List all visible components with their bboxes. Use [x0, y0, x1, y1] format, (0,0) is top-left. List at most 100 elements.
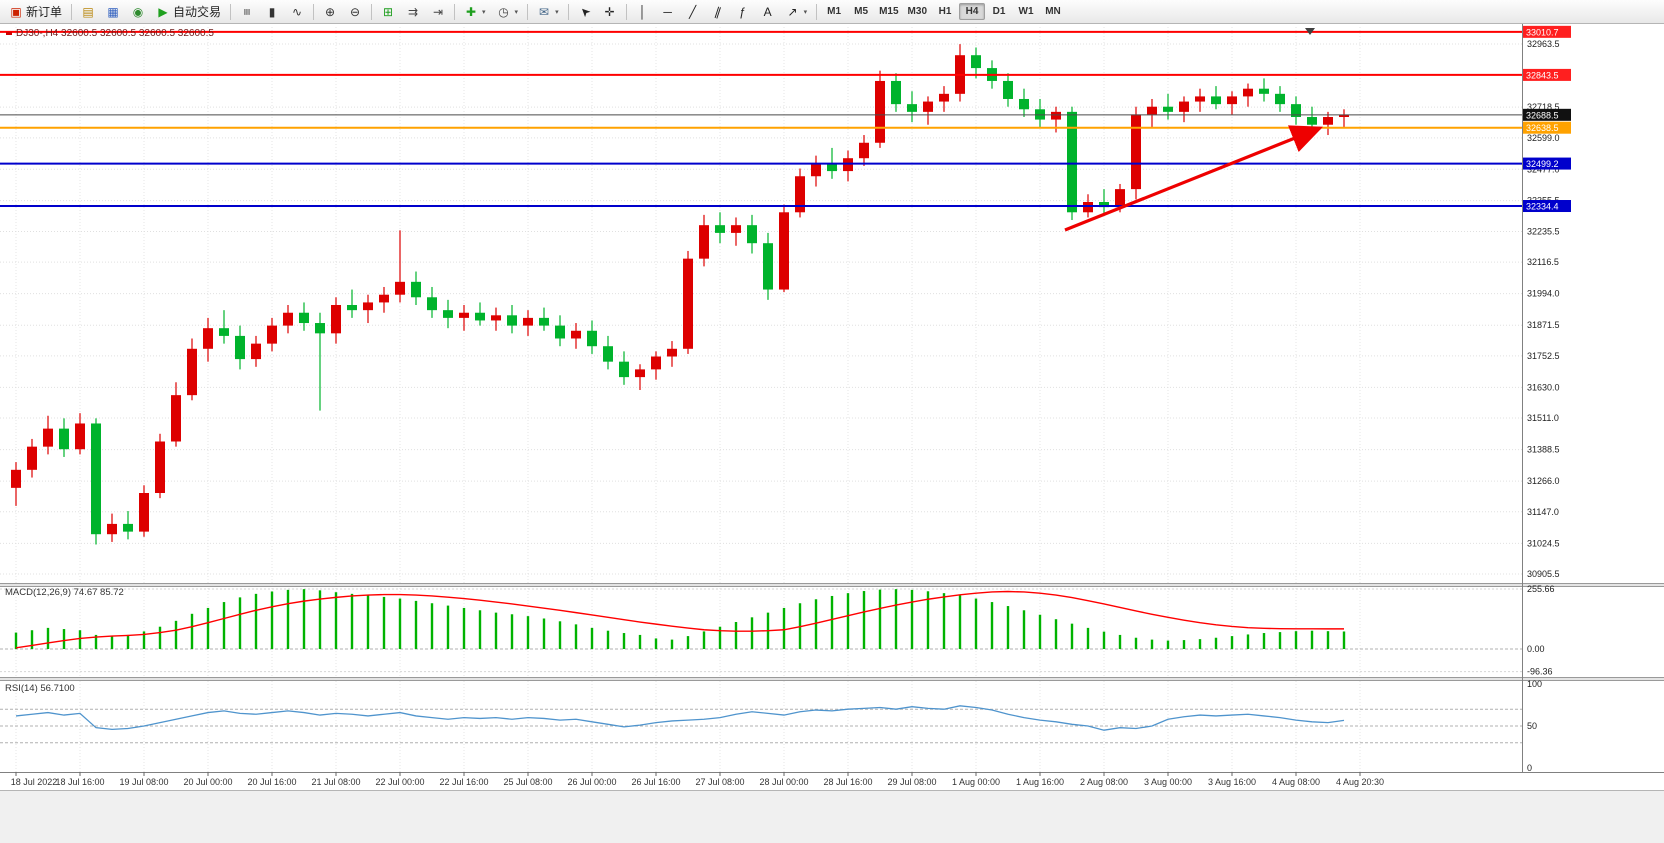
candle-body-down [219, 328, 229, 336]
candle-body-up [795, 176, 805, 213]
trendline-icon: ╱ [688, 4, 697, 19]
text-button[interactable]: A [756, 2, 780, 22]
candle-body-down [315, 323, 325, 334]
candle-body-down [555, 325, 565, 339]
timeframe-mn-button[interactable]: MN [1045, 6, 1061, 17]
timeframe-w1-button[interactable]: W1 [1018, 6, 1034, 17]
templates-button[interactable]: ✉ ▾ [532, 2, 564, 22]
chart-canvas[interactable]: 32963.532843.532718.532599.032477.032355… [0, 24, 1664, 843]
chart-window: 32963.532843.532718.532599.032477.032355… [0, 24, 1664, 843]
toolbar-separator [313, 3, 315, 20]
candle-body-up [699, 225, 709, 259]
candle-body-down [59, 428, 69, 450]
candle-body-down [1163, 106, 1173, 112]
bar-chart-button[interactable]: ≡ [235, 2, 259, 22]
line-chart-icon: ∿ [292, 4, 303, 19]
dropdown-arrow-icon: ▾ [482, 8, 486, 16]
macd-axis-label: 255.66 [1527, 584, 1555, 594]
candle-body-up [75, 423, 85, 450]
channel-button[interactable]: ∥ [706, 2, 730, 22]
candle-body-up [875, 80, 885, 143]
dropdown-arrow-icon: ▾ [514, 8, 519, 16]
zoom-in-button[interactable]: ⊕ [318, 2, 342, 22]
candle-body-up [139, 493, 149, 532]
timeframe-m15-button[interactable]: M15 [879, 6, 899, 17]
price-badge [1523, 200, 1571, 213]
price-badge-label: 33010.7 [1526, 27, 1559, 37]
timeframe-h1-button[interactable]: H1 [938, 6, 952, 17]
indicators-button[interactable]: ✚ ▾ [459, 2, 491, 22]
zoom-out-button[interactable]: ⊖ [343, 2, 367, 22]
candle-body-up [203, 328, 213, 349]
tile-windows-button[interactable]: ⊞ [376, 2, 400, 22]
market-watch-button[interactable]: ▦ [101, 2, 125, 22]
candle-body-down [1019, 98, 1029, 110]
candle-body-up [1243, 88, 1253, 97]
candle-body-down [411, 281, 421, 298]
horizontal-line-icon: ─ [663, 4, 672, 19]
chart-shift-button[interactable]: ⇥ [426, 2, 450, 22]
profiles-button[interactable]: ▤ [76, 2, 100, 22]
timeframe-h4-button[interactable]: H4 [959, 3, 985, 20]
navigator-button[interactable]: ◉ [126, 2, 150, 22]
arrows-button[interactable]: ↗ ▾ [781, 2, 813, 22]
time-axis-label: 28 Jul 16:00 [823, 777, 872, 787]
line-chart-button[interactable]: ∿ [285, 2, 309, 22]
trendline-button[interactable]: ╱ [681, 2, 705, 22]
macd-axis-label: 0.00 [1527, 644, 1545, 654]
horizontal-line-button[interactable]: ─ [656, 2, 680, 22]
toolbar-separator [371, 3, 373, 20]
candle-body-down [587, 330, 597, 347]
periods-button[interactable]: ◷ ▾ [492, 2, 524, 22]
candle-body-down [427, 297, 437, 311]
crosshair-button[interactable]: ✛ [598, 2, 622, 22]
macd-label: MACD(12,26,9) 74.67 85.72 [5, 587, 124, 598]
timeframe-m5-button[interactable]: M5 [854, 6, 869, 17]
price-axis-label: 32718.5 [1527, 102, 1560, 112]
candle-body-up [1227, 96, 1237, 105]
time-axis-label: 3 Aug 00:00 [1144, 777, 1192, 787]
autotrading-icon: ▶ [158, 4, 168, 19]
fibonacci-button[interactable]: ƒ [731, 2, 755, 22]
auto-scroll-button[interactable]: ⇉ [401, 2, 425, 22]
navigator-icon: ◉ [132, 4, 144, 19]
time-axis-label: 1 Aug 16:00 [1016, 777, 1064, 787]
candle-body-down [507, 315, 517, 326]
candlestick-chart-button[interactable]: ▮ [260, 2, 284, 22]
price-badge-label: 32334.4 [1526, 202, 1559, 212]
order-icon: ▣ [10, 4, 22, 19]
time-axis-label: 4 Aug 08:00 [1272, 777, 1320, 787]
channel-icon: ∥ [712, 3, 723, 20]
macd-axis-label: -96.36 [1527, 667, 1553, 677]
title-bullet-icon [6, 32, 12, 35]
toolbar-separator [71, 3, 73, 20]
vertical-line-button[interactable]: │ [631, 2, 655, 22]
candle-body-down [1259, 88, 1269, 94]
trend-arrow[interactable] [1064, 125, 1323, 232]
rsi-line [15, 705, 1345, 731]
candle-body-up [171, 395, 181, 442]
candle-body-up [27, 446, 37, 470]
candlestick-icon: ▮ [268, 4, 276, 19]
fibonacci-icon: ƒ [739, 4, 746, 19]
dropdown-arrow-icon: ▾ [555, 8, 559, 16]
time-axis-label: 18 Jul 16:00 [55, 777, 104, 787]
cursor-button[interactable]: ➤ [573, 2, 597, 22]
zoom-in-icon: ⊕ [325, 4, 336, 19]
candle-body-down [123, 523, 133, 532]
price-badge-label: 32638.5 [1526, 123, 1559, 133]
market-watch-icon: ▦ [107, 4, 119, 19]
price-badge [1523, 121, 1571, 134]
candle-body-up [155, 441, 165, 494]
new-order-button[interactable]: ▣ 新订单 [4, 2, 67, 22]
timeframe-m30-button[interactable]: M30 [907, 6, 927, 17]
candle-body-up [571, 330, 581, 339]
rsi-axis-label: 0 [1527, 763, 1532, 773]
timeframe-d1-button[interactable]: D1 [992, 6, 1006, 17]
timeframe-m1-button[interactable]: M1 [827, 6, 842, 17]
candle-body-down [1291, 104, 1301, 118]
autotrading-button[interactable]: ▶ 自动交易 [151, 2, 226, 22]
candle-body-down [715, 225, 725, 233]
panel-splitter[interactable] [0, 677, 1664, 681]
panel-splitter[interactable] [0, 583, 1664, 587]
